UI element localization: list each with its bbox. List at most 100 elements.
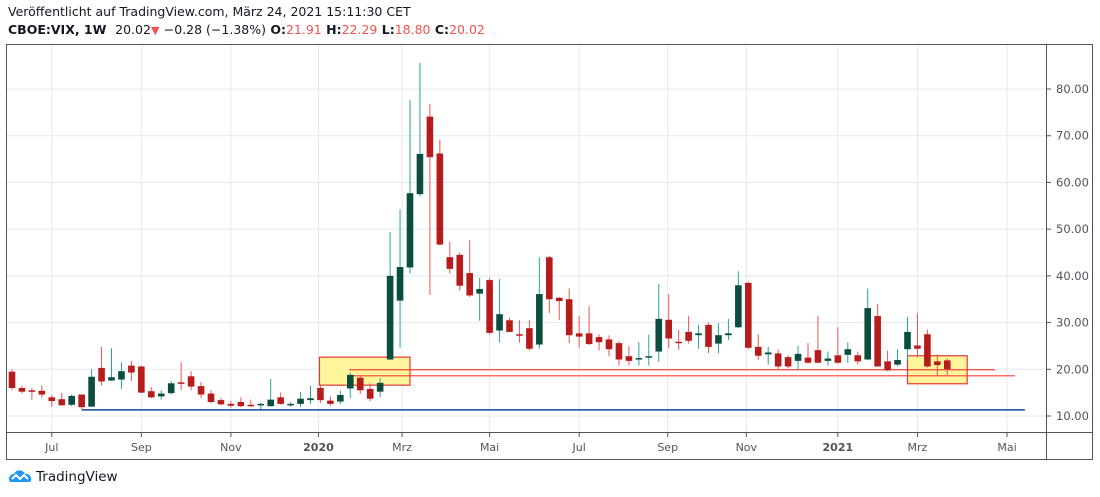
- candle-up: [824, 351, 832, 366]
- last-price: 20.02: [115, 22, 151, 37]
- x-tick-label: Sep: [657, 441, 678, 454]
- candle-down: [456, 252, 464, 291]
- candle-down: [575, 316, 583, 348]
- candle-up: [307, 385, 314, 404]
- candle-up: [406, 99, 414, 274]
- time-axis[interactable]: Jul Sep Nov 2020 Mrz Mai Jul Sep Nov 2021 Mrz Mai: [44, 432, 1017, 454]
- candle-body: [605, 339, 613, 350]
- candle-down: [486, 278, 493, 335]
- candle-down: [28, 387, 36, 400]
- candle-body: [705, 324, 712, 347]
- x-tick-label: Jul: [44, 441, 58, 454]
- candle-body: [715, 335, 722, 344]
- y-tick-label: 60.00: [1056, 175, 1089, 189]
- candle-body: [187, 376, 195, 387]
- candle-body: [307, 398, 314, 401]
- candle-down: [615, 341, 623, 366]
- candle-up: [376, 378, 384, 398]
- highlight-boxes: [318, 355, 968, 386]
- candle-down: [506, 317, 513, 332]
- candle-body: [267, 399, 274, 407]
- highlight-box: [318, 356, 411, 386]
- candle-body: [725, 333, 732, 336]
- candle-body: [735, 285, 742, 328]
- candle-up: [108, 348, 115, 381]
- candle-body: [8, 371, 16, 388]
- candle-up: [267, 379, 274, 407]
- candle-body: [118, 371, 125, 380]
- candle-down: [944, 358, 951, 375]
- symbol-name: CBOE:VIX, 1W: [8, 22, 107, 37]
- candle-body: [655, 318, 663, 352]
- candle-body: [287, 403, 294, 406]
- candle-down: [774, 349, 782, 370]
- candles: [8, 62, 951, 409]
- candle-down: [705, 322, 712, 353]
- candle-body: [924, 334, 931, 367]
- candle-body: [197, 386, 205, 395]
- price-change: −0.28 (−1.38%): [163, 22, 266, 37]
- candle-down: [446, 241, 454, 274]
- candle-down: [874, 303, 881, 367]
- candle-body: [585, 333, 593, 345]
- candle-body: [685, 331, 692, 341]
- candle-body: [386, 275, 394, 360]
- candle-down: [675, 330, 682, 350]
- candle-body: [834, 355, 842, 363]
- y-tick-label: 10.00: [1056, 409, 1089, 423]
- x-tick-label: Nov: [736, 441, 758, 454]
- candle-body: [874, 316, 881, 367]
- candle-body: [814, 350, 822, 363]
- candle-up: [635, 342, 643, 366]
- candle-up: [794, 345, 802, 371]
- candle-body: [356, 377, 364, 391]
- candle-body: [615, 343, 623, 360]
- price-axis[interactable]: 10.00 20.00 30.00 40.00 50.00 60.00 70.00 80.00: [1046, 82, 1089, 423]
- candle-down: [187, 371, 195, 391]
- candle-body: [804, 357, 812, 363]
- candle-down: [277, 392, 284, 405]
- y-tick-label: 50.00: [1056, 222, 1089, 236]
- candle-body: [297, 398, 304, 404]
- candle-body: [48, 397, 56, 402]
- candle-body: [78, 394, 85, 408]
- x-tick-label: Mai: [997, 441, 1016, 454]
- candle-body: [148, 391, 155, 398]
- tradingview-logo[interactable]: TradingView: [8, 468, 118, 486]
- candle-body: [904, 331, 911, 350]
- candle-up: [167, 380, 175, 395]
- candle-body: [506, 320, 513, 332]
- candle-body: [745, 282, 752, 348]
- candle-down: [78, 394, 85, 409]
- candle-body: [68, 395, 75, 405]
- candle-down: [227, 401, 235, 408]
- candle-up: [904, 316, 911, 360]
- candle-down: [317, 384, 324, 403]
- x-tick-label: Mai: [480, 441, 499, 454]
- candle-body: [18, 387, 26, 392]
- candle-down: [595, 334, 603, 351]
- candle-down: [356, 374, 364, 395]
- candle-down: [327, 396, 334, 406]
- candle-down: [207, 390, 215, 404]
- candle-body: [546, 257, 553, 300]
- candle-down: [546, 255, 553, 314]
- candle-body: [108, 377, 115, 381]
- candle-body: [675, 341, 682, 344]
- chart-frame: [6, 44, 1093, 460]
- x-tick-label: Nov: [220, 441, 242, 454]
- grid: [7, 45, 1046, 432]
- candle-body: [426, 116, 434, 158]
- candle-body: [934, 361, 941, 366]
- candle-body: [88, 376, 95, 407]
- candle-up: [416, 62, 424, 197]
- candle-body: [337, 394, 344, 402]
- candle-down: [436, 139, 444, 246]
- candle-body: [536, 294, 543, 345]
- high-value: 22.29: [341, 22, 378, 37]
- candle-up: [695, 324, 702, 349]
- candle-body: [396, 266, 404, 301]
- candle-body: [844, 349, 852, 355]
- candle-down: [685, 316, 692, 344]
